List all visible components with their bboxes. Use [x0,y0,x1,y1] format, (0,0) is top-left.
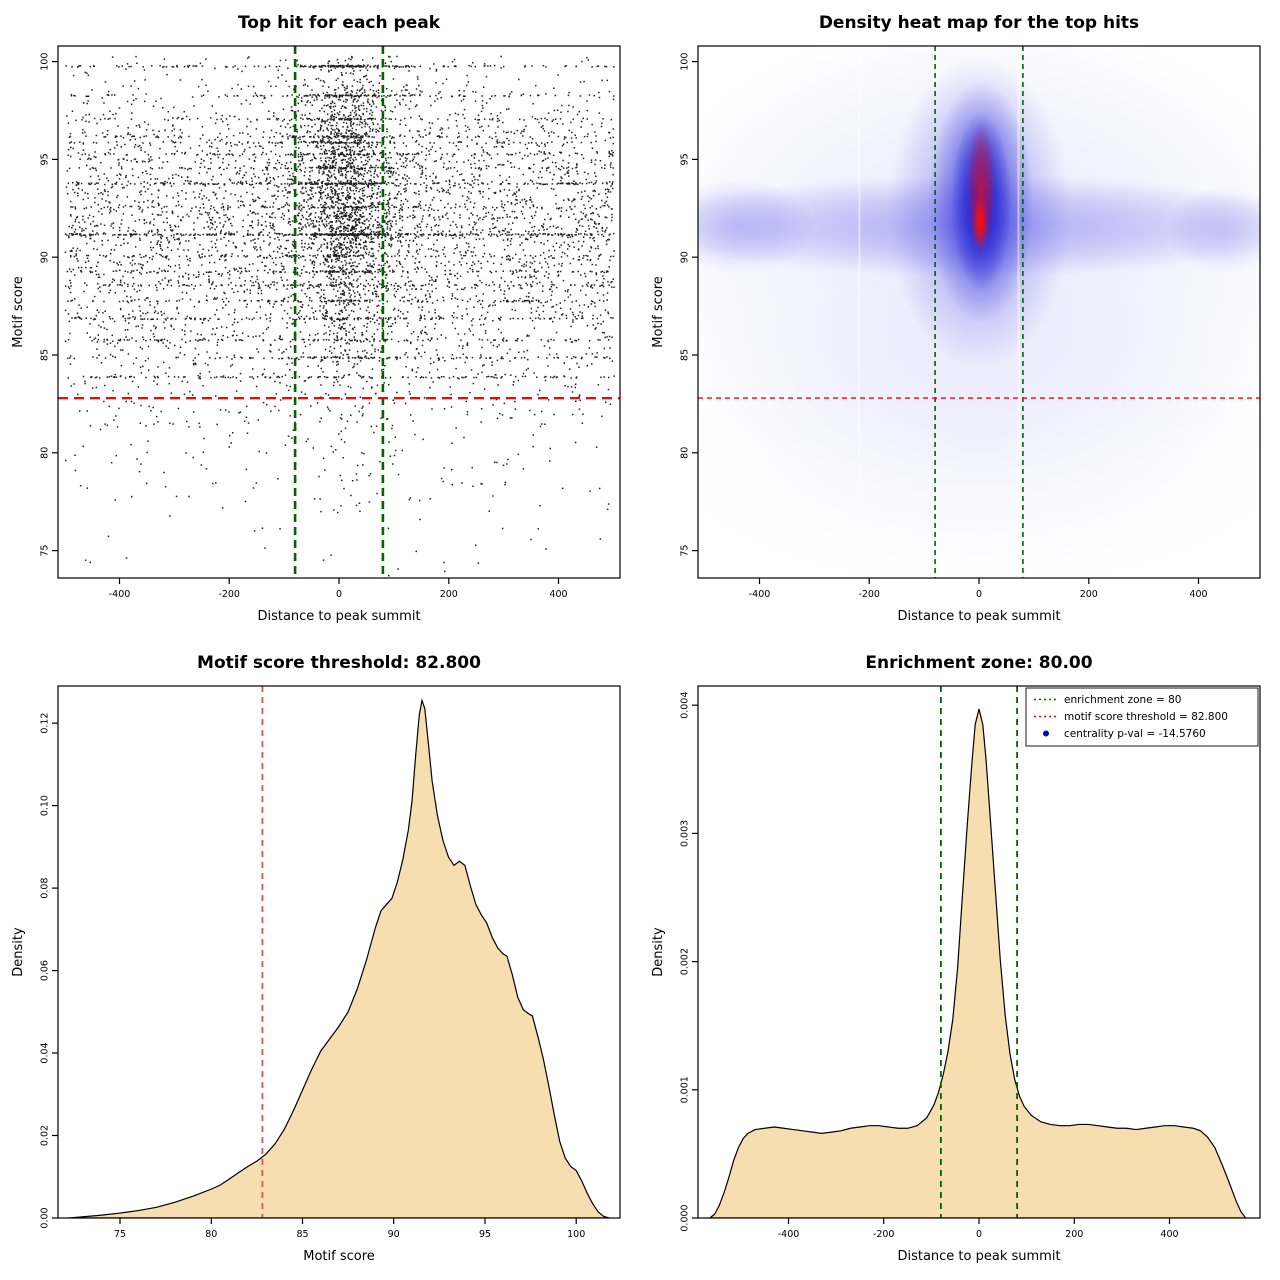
y-tick-label: 85 [680,349,691,361]
x-tick-label: 100 [567,1229,585,1240]
legend: enrichment zone = 80 motif score threshol… [1026,688,1258,746]
x-tick-label: 80 [205,1229,217,1240]
density-curve [710,709,1246,1218]
y-tick-label: 0.06 [40,960,51,981]
x-tick-label: 200 [1080,589,1098,600]
y-tick-label: 0.001 [680,1076,691,1103]
x-tick-label: 95 [479,1229,491,1240]
panel-top-hits-heatmap: -400 -200 0 200 400 75 80 85 90 95 100 Density heat… [640,0,1280,640]
y-tick-label: 0.04 [40,1042,51,1063]
y-tick-label: 90 [680,251,691,263]
chart-title: Enrichment zone: 80.00 [865,653,1092,673]
y-axis: 75 80 85 90 95 100 [680,53,699,557]
y-tick-label: 95 [40,153,51,165]
y-axis: 0.00 0.02 0.04 0.06 0.08 0.10 0.12 [40,713,59,1229]
x-tick-label: 85 [296,1229,308,1240]
distance-density-plot: -400 -200 0 200 400 0.000 0.001 0.002 0.003 0.004… [640,640,1280,1280]
y-axis: 0.000 0.001 0.002 0.003 0.004 [680,692,699,1232]
density-curve [69,700,609,1218]
x-axis: 75 80 85 90 95 100 [114,1218,585,1240]
chart-title: Motif score threshold: 82.800 [197,653,481,673]
score-density-content [69,700,609,1218]
x-tick-label: -200 [218,589,240,600]
legend-label: motif score threshold = 82.800 [1064,711,1228,723]
x-tick-label: -400 [749,589,771,600]
y-axis-title: Motif score [11,276,26,348]
x-tick-label: 90 [388,1229,400,1240]
y-tick-label: 80 [680,447,691,459]
y-tick-label: 100 [40,53,51,71]
y-tick-label: 100 [680,53,691,71]
y-tick-label: 0.10 [40,795,51,816]
y-tick-label: 90 [40,251,51,263]
top-hits-heatmap-content [640,0,1280,640]
x-axis-title: Distance to peak summit [257,609,420,624]
x-tick-label: 400 [549,589,567,600]
y-tick-label: 0.02 [40,1125,51,1146]
chart-title: Top hit for each peak [238,13,441,33]
x-tick-label: 0 [336,589,342,600]
x-tick-label: -400 [778,1229,800,1240]
legend-label: centrality p-val = -14.5760 [1064,728,1206,740]
y-tick-label: 0.002 [680,948,691,975]
x-tick-label: 75 [114,1229,126,1240]
y-axis-title: Motif score [651,276,666,348]
y-tick-label: 0.000 [680,1204,691,1231]
y-axis: 75 80 85 90 95 100 [40,53,59,557]
panel-top-hits-scatter: -400 -200 0 200 400 75 80 85 90 95 100 Top hit for … [0,0,640,640]
x-tick-label: -200 [873,1229,895,1240]
x-axis: -400 -200 0 200 400 [749,578,1208,600]
y-tick-label: 80 [40,447,51,459]
y-axis-title: Density [651,927,666,977]
top-hits-scatter-content [65,56,615,577]
legend-dot-marker [1043,731,1049,737]
legend-label: enrichment zone = 80 [1064,694,1181,706]
x-tick-label: 400 [1160,1229,1178,1240]
distance-density-content [710,709,1246,1218]
x-axis-title: Motif score [303,1249,375,1264]
x-tick-label: -400 [109,589,131,600]
y-tick-label: 0.003 [680,820,691,847]
y-tick-label: 95 [680,153,691,165]
y-tick-label: 75 [40,545,51,557]
four-panel-figure: -400 -200 0 200 400 75 80 85 90 95 100 Top hit for … [0,0,1280,1280]
motif-score-density-plot: 75 80 85 90 95 100 0.00 0.02 0.04 0.06 0.08 0.10 0.1… [0,640,640,1280]
x-axis-title: Distance to peak summit [897,609,1060,624]
x-tick-label: 0 [976,1229,982,1240]
x-tick-label: 200 [1065,1229,1083,1240]
y-tick-label: 0.004 [680,692,691,719]
chart-title: Density heat map for the top hits [819,13,1139,33]
x-tick-label: 200 [440,589,458,600]
scatter-points [65,56,615,577]
x-axis: -400 -200 0 200 400 [778,1218,1179,1240]
x-tick-label: -200 [858,589,880,600]
y-tick-label: 0.12 [40,713,51,734]
density-blob [972,195,988,250]
x-tick-label: 400 [1189,589,1207,600]
y-axis-title: Density [11,927,26,977]
panel-distance-density: -400 -200 0 200 400 0.000 0.001 0.002 0.003 0.004… [640,640,1280,1280]
x-axis-title: Distance to peak summit [897,1249,1060,1264]
y-tick-label: 75 [680,545,691,557]
x-axis: -400 -200 0 200 400 [109,578,568,600]
x-tick-label: 0 [976,589,982,600]
panel-motif-score-density: 75 80 85 90 95 100 0.00 0.02 0.04 0.06 0.08 0.10 0.1… [0,640,640,1280]
y-tick-label: 85 [40,349,51,361]
y-tick-label: 0.08 [40,878,51,899]
top-hits-scatter-plot: -400 -200 0 200 400 75 80 85 90 95 100 Top hit for … [0,0,640,640]
y-tick-label: 0.00 [40,1207,51,1228]
top-hits-heatmap-plot: -400 -200 0 200 400 75 80 85 90 95 100 Density heat… [640,0,1280,640]
